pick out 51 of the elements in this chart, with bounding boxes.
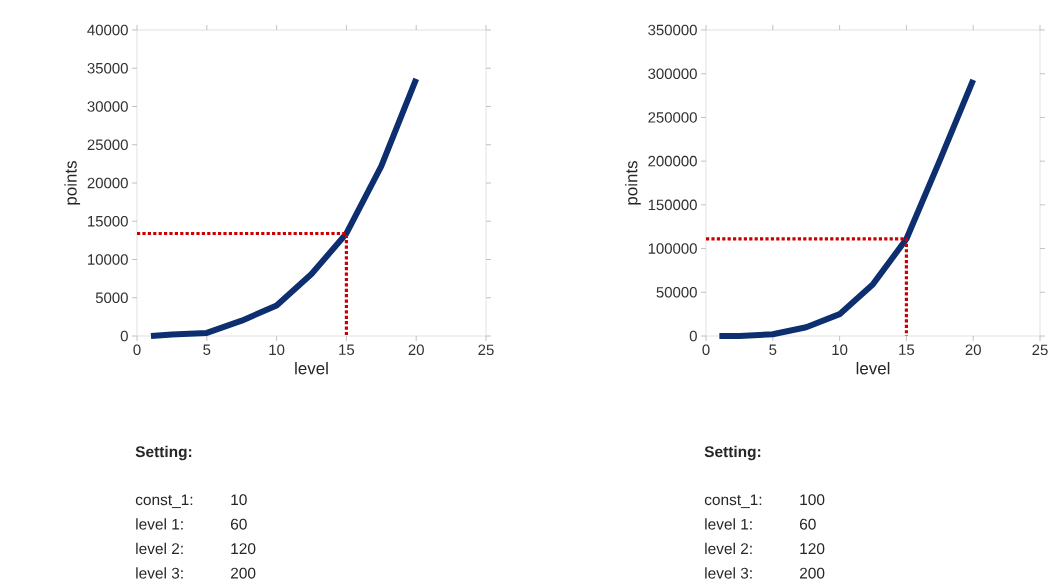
x-tick-label: 15 [899,344,915,355]
x-tick-label: 0 [702,344,710,356]
text: const_1: [704,494,762,509]
y-tick-label: 30000 [87,101,128,112]
y-tick-label: 0 [120,330,128,342]
text: 60 [799,518,816,530]
y-tick-label: 0 [689,330,697,342]
text: 10 [231,494,247,506]
text: level 1: [136,518,183,530]
y-tick-label: 50000 [656,286,697,298]
text: 120 [800,543,825,555]
y-tick-label: 20000 [87,177,128,189]
text: 200 [230,567,256,579]
y-tick-label: 350000 [648,24,697,36]
text: 60 [230,518,247,530]
x-tick-label: 10 [269,344,285,356]
text: level 3: [705,567,752,579]
text: const_1: [135,494,193,509]
text: 100 [800,494,825,506]
y-axis-title: points [64,161,81,205]
text: Setting: [135,445,192,461]
x-tick-label: 5 [769,344,777,355]
y-axis-title: points [625,161,641,205]
x-tick-label: 25 [478,344,494,356]
y-tick-label: 25000 [87,139,128,151]
x-tick-label: 5 [203,344,211,355]
x-axis-title: level [295,361,328,375]
x-axis-title: level [856,361,890,375]
y-tick-label: 15000 [88,215,128,227]
text: level 2: [136,542,183,555]
x-tick-label: 25 [1032,344,1048,356]
y-tick-label: 35000 [87,62,128,74]
text: level 1: [705,518,752,530]
y-tick-label: 150000 [648,199,697,211]
text: level 2: [705,542,752,555]
y-tick-label: 5000 [95,292,128,304]
y-tick-label: 200000 [648,155,697,167]
x-tick-label: 20 [408,344,424,356]
text: 200 [799,567,825,579]
x-tick-label: 15 [339,344,355,355]
x-tick-label: 10 [832,344,848,356]
text: level 3: [136,567,183,579]
y-tick-label: 300000 [648,68,697,79]
y-tick-label: 40000 [87,24,128,36]
y-tick-label: 250000 [648,112,697,123]
y-tick-label: 100000 [648,243,697,254]
text: Setting: [704,445,761,461]
x-tick-label: 20 [965,344,981,356]
x-tick-label: 0 [133,344,141,356]
y-tick-label: 10000 [88,254,128,265]
text: 120 [231,543,256,555]
